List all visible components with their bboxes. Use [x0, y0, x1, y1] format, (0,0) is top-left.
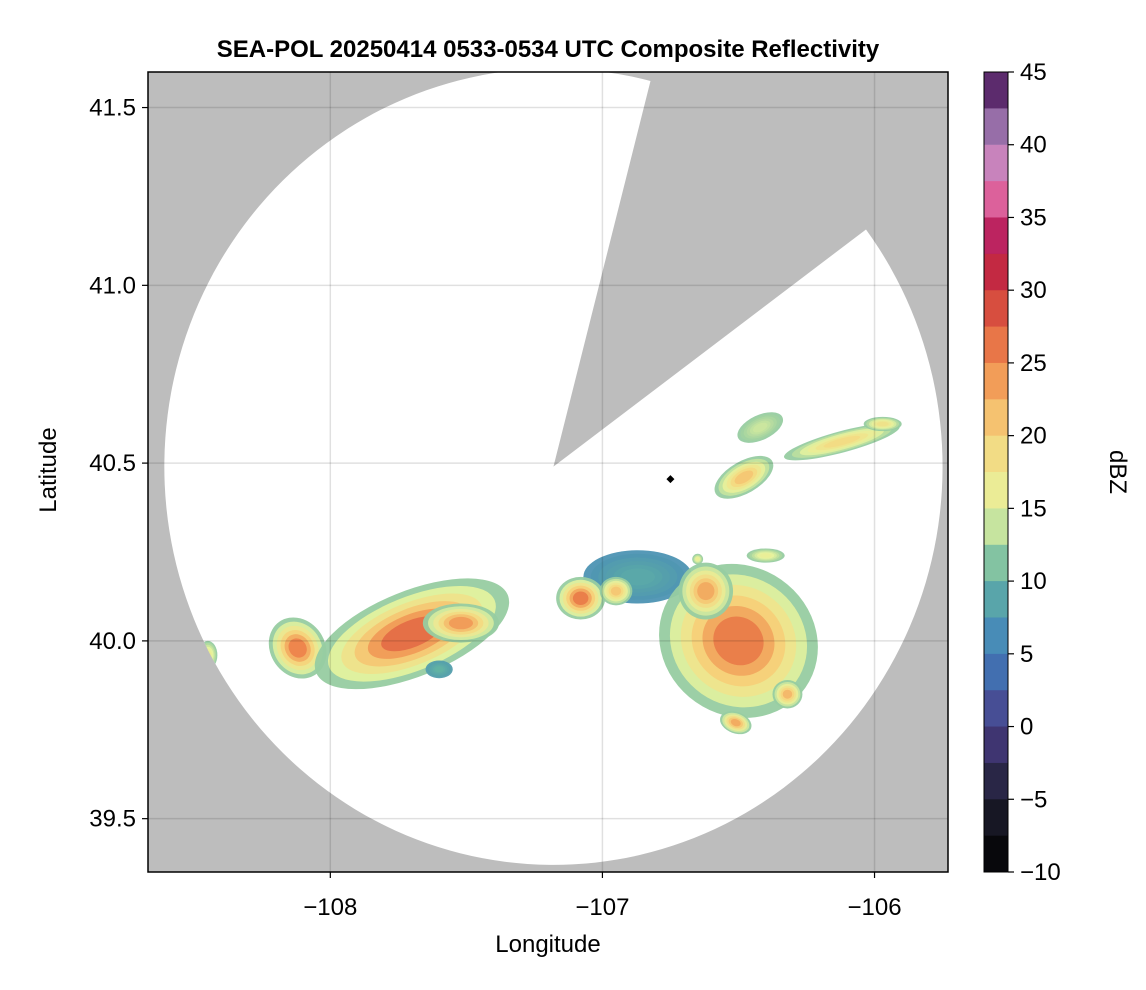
echo-cell: [719, 711, 752, 735]
grid-lines: [148, 72, 948, 872]
colorbar-band: [984, 108, 1008, 145]
echo-level: [713, 616, 764, 666]
colorbar-band: [984, 290, 1008, 327]
echo-cell: [556, 576, 606, 620]
colorbar-band: [984, 617, 1008, 654]
y-tick-label: 39.5: [89, 806, 136, 833]
echo-level: [730, 719, 741, 727]
echo-cell: [737, 412, 784, 443]
colorbar-frame: [983, 71, 1009, 873]
colorbar-band: [984, 72, 1008, 109]
echo-level: [288, 638, 307, 658]
colorbar-tick-label: 10: [1020, 568, 1047, 595]
colorbar: −10 −5 0 5 10 15 20 25 30 35 40 45 dBZ: [983, 59, 1131, 886]
echo-cell: [599, 576, 633, 606]
colorbar-band: [984, 472, 1008, 509]
colorbar-band: [984, 435, 1008, 472]
colorbar-band: [984, 581, 1008, 618]
colorbar-band: [984, 217, 1008, 254]
colorbar-band: [984, 544, 1008, 582]
echo-level: [876, 421, 889, 427]
echo-level: [734, 470, 754, 485]
echo-level: [759, 553, 772, 558]
echo-level: [620, 568, 656, 586]
colorbar-tick-label: 40: [1020, 132, 1047, 159]
colorbar-band: [984, 799, 1008, 836]
echo-level: [448, 616, 473, 630]
colorbar-tick-label: 35: [1020, 204, 1047, 231]
colorbar-band: [984, 326, 1008, 363]
echo-cell: [714, 455, 774, 499]
colorbar-tick-label: 0: [1020, 714, 1033, 741]
colorbar-band: [984, 726, 1008, 763]
colorbar-tick-label: −10: [1020, 859, 1061, 886]
echo-cell: [268, 617, 327, 679]
echo-level: [823, 435, 861, 448]
colorbar-band: [984, 508, 1008, 545]
colorbar-band: [984, 653, 1008, 691]
y-tick-label: 41.0: [89, 272, 136, 299]
echo-cell: [692, 553, 704, 565]
y-tick-label: 40.5: [89, 450, 136, 477]
colorbar-band: [984, 762, 1008, 800]
echo-cell: [772, 680, 803, 709]
echo-level: [572, 591, 589, 605]
echo-cell: [422, 603, 500, 643]
y-tick-label: 40.0: [89, 628, 136, 655]
plot-frame: [147, 71, 949, 873]
x-axis-label: Longitude: [495, 931, 600, 958]
echo-cell: [783, 423, 900, 461]
echo-cell: [746, 548, 785, 563]
colorbar-tick-label: 30: [1020, 277, 1047, 304]
colorbar-label: dBZ: [1104, 450, 1131, 494]
colorbar-band: [984, 690, 1008, 727]
echo-cell: [863, 416, 902, 432]
y-axis-label: Latitude: [35, 427, 62, 512]
colorbar-band: [984, 253, 1008, 291]
reflectivity-echoes: [198, 412, 902, 735]
colorbar-bands: [984, 72, 1008, 872]
echo-cell: [583, 550, 693, 604]
colorbar-band: [984, 181, 1008, 218]
echo-cell: [425, 660, 453, 679]
x-tick-label: −106: [847, 894, 901, 921]
colorbar-band: [984, 835, 1008, 872]
colorbar-band: [984, 144, 1008, 182]
echo-cell: [678, 562, 734, 620]
colorbar-tick-label: 5: [1020, 641, 1033, 668]
colorbar-tick-label: 15: [1020, 495, 1047, 522]
echo-level: [695, 557, 700, 561]
echo-level: [697, 582, 715, 601]
echo-level: [753, 422, 768, 433]
colorbar-tick-label: −5: [1020, 786, 1047, 813]
x-axis: −108 −107 −106: [303, 872, 902, 921]
y-tick-label: 41.5: [89, 95, 136, 122]
colorbar-tick-label: 25: [1020, 350, 1047, 377]
colorbar-band: [984, 399, 1008, 436]
radar-marker: [666, 475, 675, 484]
echo-level: [782, 689, 793, 699]
colorbar-tick-label: 45: [1020, 59, 1047, 86]
colorbar-tick-label: 20: [1020, 423, 1047, 450]
x-tick-label: −108: [303, 894, 357, 921]
plot-area: [148, 72, 948, 872]
echo-level: [610, 586, 622, 596]
y-axis: 39.5 40.0 40.5 41.0 41.5: [89, 95, 148, 833]
colorbar-band: [984, 362, 1008, 400]
x-tick-label: −107: [575, 894, 629, 921]
chart-title: SEA-POL 20250414 0533-0534 UTC Composite…: [217, 36, 880, 63]
echo-level: [434, 666, 444, 673]
colorbar-ticks: −10 −5 0 5 10 15 20 25 30 35 40 45: [1008, 59, 1061, 886]
